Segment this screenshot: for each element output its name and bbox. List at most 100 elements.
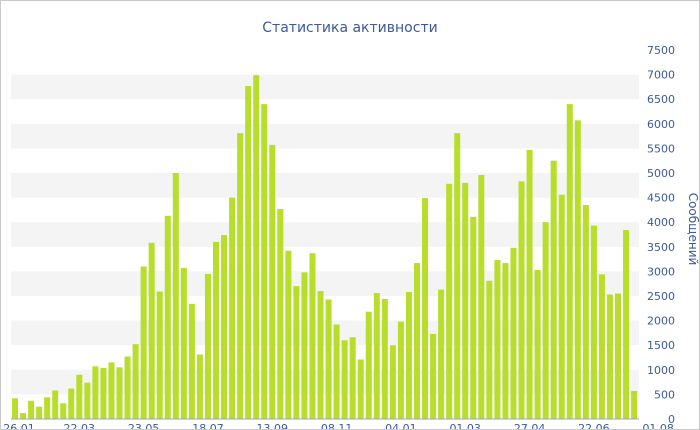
x-tick-label: 27.04 [514,422,546,429]
bar[interactable] [606,294,613,419]
x-tick-label: 01.08 [642,422,674,429]
bar[interactable] [438,289,445,419]
bar[interactable] [430,333,437,419]
bar[interactable] [462,182,469,419]
bar[interactable] [253,75,260,419]
bar-series [12,75,638,420]
bar[interactable] [213,241,219,419]
bar[interactable] [140,266,147,419]
bar[interactable] [574,120,581,420]
bar[interactable] [221,234,228,419]
bar[interactable] [534,269,541,419]
bar[interactable] [196,354,203,419]
bar[interactable] [108,362,115,419]
bar[interactable] [124,356,131,419]
bar[interactable] [397,321,404,419]
x-tick-label: 22.03 [64,422,96,429]
bar[interactable] [454,133,461,419]
grid-band [11,320,639,346]
bar[interactable] [116,367,123,419]
y-tick-label: 4500 [647,192,675,205]
bar[interactable] [245,85,252,420]
bar[interactable] [28,400,35,419]
bar[interactable] [349,337,356,419]
bar[interactable] [486,280,493,419]
bar[interactable] [325,299,332,419]
bar[interactable] [446,183,453,419]
y-tick-label: 2500 [647,290,675,303]
y-tick-label: 3000 [647,265,675,278]
bar[interactable] [631,390,638,419]
bar[interactable] [357,359,364,419]
bar[interactable] [494,260,501,419]
bar[interactable] [44,397,51,419]
bar[interactable] [389,345,396,419]
x-tick-label: 04.01 [385,422,417,429]
bar[interactable] [229,197,236,419]
y-tick-label: 1500 [647,339,675,352]
bar[interactable] [156,291,163,419]
bar[interactable] [148,242,155,419]
bar[interactable] [36,406,43,419]
bar[interactable] [518,181,525,419]
bar[interactable] [542,222,549,419]
bar[interactable] [261,104,268,420]
bar[interactable] [470,216,477,419]
background-bands [11,74,639,395]
bar[interactable] [237,133,244,419]
bar[interactable] [566,104,573,420]
y-tick-label: 4000 [647,216,675,229]
bar[interactable] [365,311,372,419]
bar[interactable] [20,413,27,419]
bar[interactable] [405,292,412,419]
bar[interactable] [615,293,621,419]
bar[interactable] [598,274,605,419]
x-tick-label: 13.09 [257,422,289,429]
x-tick-label: 26.01 [3,422,35,429]
y-tick-label: 6000 [647,118,675,131]
bar[interactable] [92,366,99,419]
bar[interactable] [285,250,292,419]
y-axis-label: Сообщений [686,193,699,266]
bar[interactable] [381,298,388,419]
bar[interactable] [333,324,340,419]
bar[interactable] [204,273,211,419]
bar[interactable] [414,263,420,419]
bar[interactable] [317,291,324,419]
bar[interactable] [100,367,107,419]
bar[interactable] [293,286,300,419]
x-tick-labels: 26.01 22.03 23.05 18.07 13.09 08.11 04.01 01.03… [3,422,674,429]
bar[interactable] [510,247,517,419]
bar[interactable] [301,272,308,419]
bar[interactable] [180,267,187,419]
bar[interactable] [502,263,509,419]
bar[interactable] [52,390,59,419]
bar[interactable] [478,174,485,419]
bar[interactable] [172,173,179,419]
bar[interactable] [422,198,429,419]
bar[interactable] [558,194,565,419]
bar[interactable] [164,215,171,419]
bar[interactable] [526,149,533,419]
bar[interactable] [623,230,630,419]
bar[interactable] [269,144,276,419]
grid-band [11,369,639,395]
bar[interactable] [68,388,75,420]
bar[interactable] [132,344,139,419]
bar[interactable] [12,398,18,419]
bar[interactable] [188,303,195,419]
bar[interactable] [373,293,380,419]
bar[interactable] [550,160,557,419]
bar[interactable] [582,204,589,419]
bar[interactable] [590,225,597,419]
y-tick-label: 3500 [647,241,675,254]
x-tick-label: 18.07 [192,422,224,429]
bar[interactable] [277,208,284,419]
bar[interactable] [60,403,67,419]
bar[interactable] [341,340,348,419]
bar[interactable] [309,253,316,419]
bar[interactable] [76,374,83,419]
bar[interactable] [84,382,91,419]
